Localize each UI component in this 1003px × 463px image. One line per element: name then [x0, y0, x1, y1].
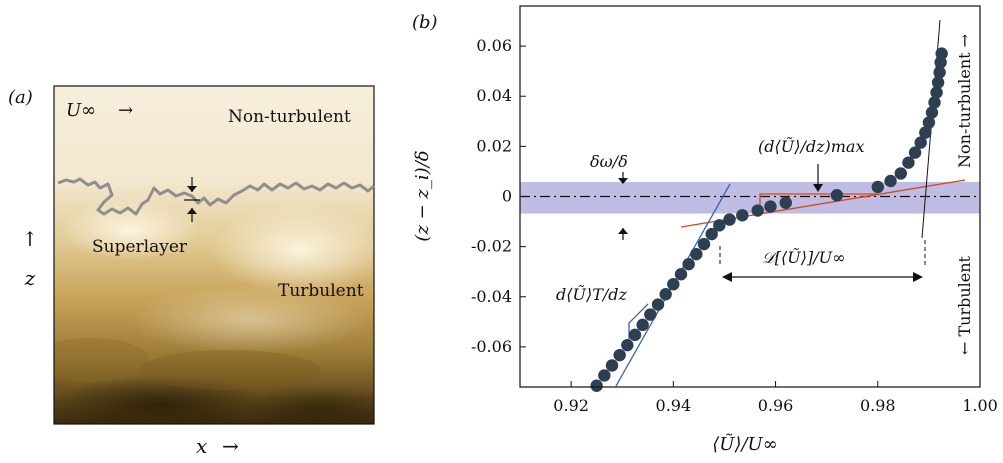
blue-gradient-triangle: [628, 303, 649, 346]
data-point: [914, 136, 927, 149]
non-turbulent-side-label: Non-turbulent →: [955, 34, 974, 168]
data-point: [590, 379, 603, 392]
x-axis-label-b: ⟨Ũ⟩/U∞: [712, 432, 777, 455]
data-point: [644, 308, 657, 321]
data-point: [651, 298, 665, 311]
x-axis-label: x: [196, 434, 207, 458]
y-tick-label: 0: [502, 187, 512, 206]
turbulence-image: [54, 86, 374, 424]
panel-b-label: (b): [412, 12, 438, 33]
data-point: [697, 237, 711, 251]
data-point: [925, 106, 939, 119]
data-point: [928, 96, 941, 109]
x-ticks: 0.92 0.94 0.96 0.98 1.00: [553, 381, 998, 415]
data-point: [621, 338, 634, 352]
data-point: [682, 257, 695, 271]
panel-a: (a) U∞ → Non-turbulent Superlayer Turbul…: [8, 85, 375, 458]
x-axis-arrow: →: [222, 434, 239, 458]
data-point: [751, 204, 764, 217]
data-point: [933, 66, 946, 79]
data-markers: [590, 47, 948, 392]
z-axis-arrow: ↑: [22, 227, 39, 251]
non-turbulent-label: Non-turbulent: [228, 107, 351, 127]
data-point: [636, 318, 649, 332]
y-tick-label: -0.04: [471, 287, 512, 306]
data-point: [705, 227, 718, 241]
data-point: [931, 76, 945, 89]
data-point: [919, 126, 932, 139]
data-point: [628, 328, 642, 342]
data-point: [690, 247, 703, 261]
data-point: [667, 278, 680, 291]
deficit-label: 𝒟[⟨Ũ⟩]/U∞: [762, 247, 845, 267]
vorticity-thickness-band: [520, 181, 980, 214]
dudz-t-label: d⟨Ũ⟩T/dz: [556, 284, 628, 304]
u-infinity-arrow: →: [118, 100, 133, 121]
data-point: [922, 116, 936, 129]
superlayer-label: Superlayer: [92, 237, 188, 257]
delta-omega-label: δω/δ: [590, 152, 628, 171]
data-point: [598, 369, 611, 382]
panel-a-frame: [53, 85, 375, 425]
data-point: [830, 189, 844, 202]
y-axis-label: (z − z_i)/δ: [412, 150, 433, 241]
data-point: [871, 180, 884, 194]
x-tick-label: 1.00: [962, 396, 998, 415]
data-point: [613, 348, 626, 362]
data-point: [605, 359, 619, 372]
y-tick-label: 0.06: [476, 36, 512, 55]
turbulent-side-label: ← Turbulent: [955, 255, 974, 355]
superlayer-thickness-marker: [184, 177, 200, 222]
turbulent-label: Turbulent: [278, 281, 364, 301]
u-infinity-label: U∞: [66, 100, 96, 121]
y-tick-label: -0.06: [471, 337, 512, 356]
x-tick-label: 0.98: [860, 396, 896, 415]
z-axis-label: z: [24, 266, 36, 290]
y-tick-label: 0.02: [476, 136, 512, 155]
x-tick-label: 0.94: [656, 396, 692, 415]
data-point: [736, 209, 749, 222]
plot-frame: [519, 5, 981, 388]
data-point: [764, 200, 777, 213]
data-point: [674, 268, 688, 281]
data-point: [723, 213, 736, 226]
y-ticks: -0.06 -0.04 -0.02 0 0.02 0.04 0.06: [471, 36, 526, 356]
y-tick-label: -0.02: [471, 237, 512, 256]
data-point: [902, 156, 915, 169]
data-point: [935, 47, 948, 60]
delta-omega-marker: [618, 172, 628, 240]
data-point: [659, 288, 672, 301]
data-point: [908, 146, 922, 159]
data-point: [894, 167, 907, 180]
x-tick-label: 0.92: [553, 396, 589, 415]
data-point: [884, 174, 897, 188]
data-point: [713, 219, 726, 232]
panel-a-label: (a): [8, 87, 33, 108]
y-tick-label: 0.04: [476, 86, 512, 105]
x-tick-label: 0.96: [758, 396, 794, 415]
data-point: [930, 86, 943, 99]
data-point: [779, 196, 792, 209]
dudz-max-label: (d⟨Ũ⟩/dz)max: [758, 136, 865, 156]
